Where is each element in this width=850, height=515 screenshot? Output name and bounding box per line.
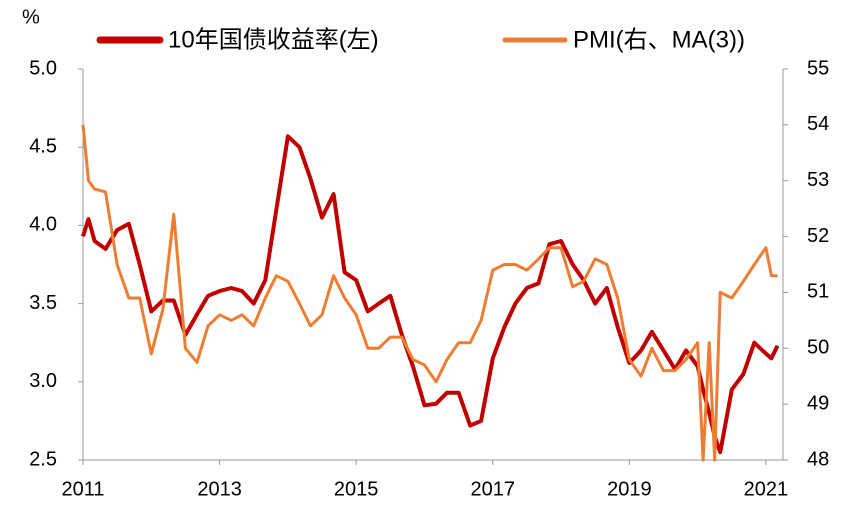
y-axis-label: %	[22, 6, 40, 28]
y-tick-label: 3.0	[29, 370, 57, 392]
y-tick-label: 4.0	[29, 214, 57, 236]
y-tick-label: 3.5	[29, 292, 57, 314]
x-tick-label: 2015	[334, 478, 379, 500]
y2-tick-label: 48	[807, 448, 829, 470]
x-tick-label: 2011	[61, 478, 104, 500]
y2-tick-label: 51	[807, 281, 829, 303]
y2-tick-label: 55	[807, 57, 829, 79]
y2-tick-label: 54	[807, 113, 829, 135]
y2-tick-label: 50	[807, 337, 829, 359]
series-line	[81, 124, 778, 462]
x-tick-label: 2017	[471, 478, 516, 500]
y2-tick-label: 52	[807, 225, 829, 247]
legend-label: 10年国债收益率(左)	[168, 26, 379, 53]
plot	[81, 124, 780, 462]
y-tick-label: 4.5	[29, 135, 57, 157]
x-tick-label: 2019	[607, 478, 652, 500]
y-tick-label: 2.5	[29, 448, 57, 470]
x-tick-label: 2013	[197, 478, 242, 500]
legend-label: PMI(右、MA(3))	[573, 26, 745, 53]
x-tick-label: 2021	[744, 478, 789, 500]
series-line	[81, 134, 780, 455]
y2-tick-label: 49	[807, 392, 829, 414]
y-tick-label: 5.0	[29, 57, 57, 79]
y2-tick-label: 53	[807, 169, 829, 191]
